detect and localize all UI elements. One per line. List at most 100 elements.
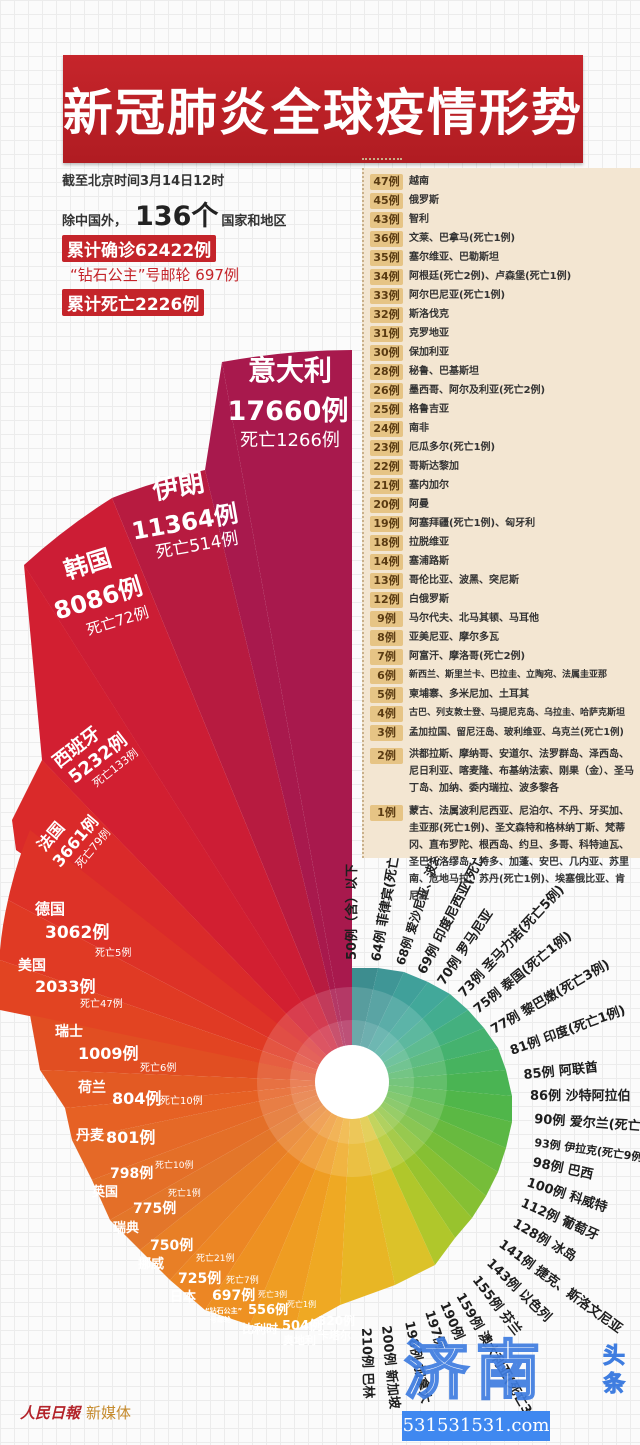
list-item: 32例 斯洛伐克: [370, 305, 640, 324]
count-badge: 43例: [370, 212, 403, 228]
svg-text:死亡1例: 死亡1例: [287, 1299, 316, 1309]
count-badge: 26例: [370, 383, 403, 399]
small-countries-list: 47例 越南 45例 俄罗斯 43例 智利 36例 文莱、巴拿马(死亡1例) 35例 塞尔…: [362, 168, 640, 902]
svg-text:775例: 775例: [133, 1200, 176, 1217]
svg-text:英国: 英国: [91, 1184, 118, 1200]
svg-text:86例 沙特阿拉伯: 86例 沙特阿拉伯: [530, 1088, 631, 1104]
count-badge: 9例: [370, 611, 403, 627]
count-badge: 33例: [370, 288, 403, 304]
svg-text:丹麦: 丹麦: [76, 1127, 105, 1144]
list-item-text: 塞浦路斯: [409, 556, 449, 567]
svg-text:320例: 320例: [318, 1313, 355, 1328]
svg-text:美国: 美国: [18, 957, 46, 974]
list-item: 45例 俄罗斯: [370, 191, 640, 210]
svg-text:挪威: 挪威: [138, 1256, 164, 1272]
list-item-text: 格鲁吉亚: [409, 404, 449, 415]
brand-subtitle: 新媒体: [86, 1404, 132, 1422]
list-item: 43例 智利: [370, 210, 640, 229]
count-badge: 5例: [370, 687, 403, 703]
total-deaths-badge: 累计死亡2226例: [62, 289, 205, 316]
svg-text:荷兰: 荷兰: [77, 1079, 106, 1096]
count-badge: 25例: [370, 402, 403, 418]
list-item-text: 智利: [409, 214, 429, 225]
countries-count: 136个: [135, 201, 219, 232]
list-item-text: 斯洛伐克: [409, 309, 449, 320]
svg-text:3062例: 3062例: [45, 922, 109, 943]
svg-text:死亡7例: 死亡7例: [226, 1274, 259, 1286]
wedges-right: [352, 968, 512, 1265]
summary-block: 截至北京时间3月14日12时 除中国外， 136个 国家和地区 累计确诊6242…: [62, 168, 362, 316]
svg-text:瑞士: 瑞士: [55, 1023, 83, 1040]
svg-text:504例: 504例: [282, 1318, 322, 1334]
list-item-text: 阿尔巴尼亚(死亡1例): [409, 290, 506, 301]
list-item: 5例 柬埔寨、多米尼加、土耳其: [370, 685, 640, 704]
svg-text:556例: 556例: [248, 1302, 288, 1318]
count-badge: 2例: [370, 748, 403, 764]
svg-text:死亡10例: 死亡10例: [160, 1094, 203, 1107]
countries-suffix: 国家和地区: [221, 214, 287, 229]
list-item: 9例 马尔代夫、北马其顿、马耳他: [370, 609, 640, 628]
list-item-text: 保加利亚: [409, 347, 449, 358]
list-item: 47例 越南: [370, 172, 640, 191]
count-badge: 22例: [370, 459, 403, 475]
count-badge: 45例: [370, 193, 403, 209]
count-badge: 14例: [370, 554, 403, 570]
list-item: 26例 墨西哥、阿尔及利亚(死亡2例): [370, 381, 640, 400]
list-item-text: 俄罗斯: [409, 195, 439, 206]
count-badge: 20例: [370, 497, 403, 513]
list-item-text: 柬埔寨、多米尼加、土耳其: [409, 689, 529, 700]
list-item-text: 阿富汗、摩洛哥(死亡2例): [409, 651, 526, 662]
title-banner: 新冠肺炎全球疫情形势: [63, 55, 583, 163]
count-badge: 19例: [370, 516, 403, 532]
svg-text:死亡21例: 死亡21例: [196, 1252, 234, 1264]
list-item: 33例 阿尔巴尼亚(死亡1例): [370, 286, 640, 305]
list-item-text: 古巴、列支敦士登、马提尼克岛、乌拉圭、哈萨克斯坦: [409, 708, 626, 718]
count-badge: 35例: [370, 250, 403, 266]
page-title: 新冠肺炎全球疫情形势: [63, 84, 583, 142]
count-badge: 7例: [370, 649, 403, 665]
list-item-text: 白俄罗斯: [409, 594, 449, 605]
svg-text:725例: 725例: [178, 1270, 221, 1287]
countries-prefix: 除中国外，: [62, 214, 128, 229]
list-item: 34例 阿根廷(死亡2例)、卢森堡(死亡1例): [370, 267, 640, 286]
svg-text:210例 巴林: 210例 巴林: [358, 1328, 376, 1399]
count-badge: 24例: [370, 421, 403, 437]
svg-text:比利时: 比利时: [242, 1321, 278, 1336]
svg-text:1009例: 1009例: [78, 1044, 139, 1063]
count-badge: 23例: [370, 440, 403, 456]
wedges-left: [0, 350, 435, 1330]
total-confirmed-badge: 累计确诊62422例: [62, 235, 217, 262]
svg-text:意大利: 意大利: [248, 354, 332, 387]
list-item-text: 塞尔维亚、巴勒斯坦: [409, 252, 499, 263]
list-item-text: 厄瓜多尔(死亡1例): [409, 442, 496, 453]
count-badge: 21例: [370, 478, 403, 494]
svg-text:死亡47例: 死亡47例: [80, 997, 123, 1010]
list-item: 19例 阿塞拜疆(死亡1例)、匈牙利: [370, 514, 640, 533]
cruise-ship-line: “钻石公主”号邮轮 697例: [70, 266, 239, 284]
count-badge: 30例: [370, 345, 403, 361]
count-badge: 31例: [370, 326, 403, 342]
watermark-url: 531531531.com: [402, 1411, 550, 1441]
svg-text:798例: 798例: [110, 1165, 153, 1182]
list-item-text: 秘鲁、巴基斯坦: [409, 366, 479, 377]
svg-text:2033例: 2033例: [35, 977, 96, 996]
list-item: 21例 塞内加尔: [370, 476, 640, 495]
svg-text:死亡1例: 死亡1例: [168, 1187, 201, 1199]
svg-text:死亡3例: 死亡3例: [258, 1289, 287, 1299]
svg-text:奥地利: 奥地利: [282, 1333, 316, 1347]
svg-text:85例 阿联酋: 85例 阿联酋: [523, 1059, 599, 1083]
count-badge: 28例: [370, 364, 403, 380]
list-item-text: 拉脱维亚: [409, 537, 449, 548]
count-badge: 34例: [370, 269, 403, 285]
count-badge: 6例: [370, 668, 403, 684]
list-item: 30例 保加利亚: [370, 343, 640, 362]
svg-text:卡塔尔: 卡塔尔: [318, 1328, 351, 1342]
count-badge: 12例: [370, 592, 403, 608]
svg-text:50例（含）以下: 50例（含）以下: [344, 864, 360, 960]
list-divider: [362, 158, 402, 160]
svg-text:200例 新加坡: 200例 新加坡: [378, 1325, 403, 1411]
count-badge: 4例: [370, 706, 403, 722]
svg-text:804例: 804例: [112, 1089, 161, 1108]
list-item: 12例 白俄罗斯: [370, 590, 640, 609]
list-item: 20例 阿曼: [370, 495, 640, 514]
